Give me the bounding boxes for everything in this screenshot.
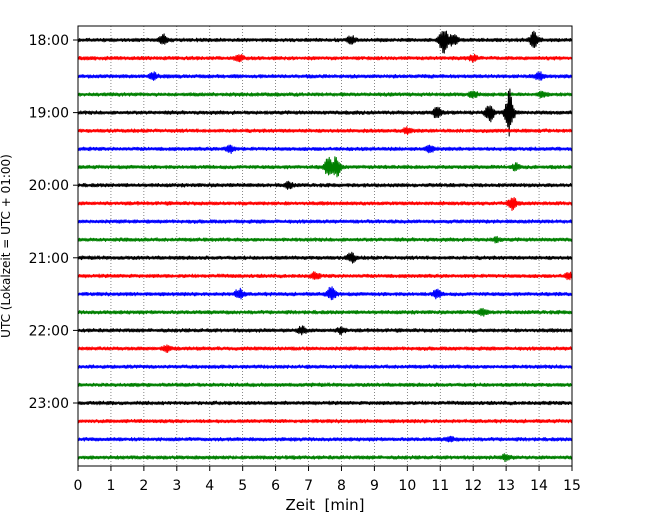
trace-2215 [77, 344, 573, 354]
trace-2030 [77, 219, 573, 224]
x-tick-label: 6 [271, 478, 280, 494]
trace-1815 [77, 53, 573, 63]
x-axis-label: Zeit [min] [285, 496, 364, 514]
trace-2300 [77, 400, 573, 406]
y-tick-label: 22:00 [29, 323, 69, 339]
x-tick-label: 0 [74, 478, 83, 494]
x-tick-label: 1 [106, 478, 115, 494]
trace-2115 [77, 271, 573, 281]
trace-1830 [77, 71, 573, 81]
x-tick-label: 7 [304, 478, 313, 494]
y-axis-ticks: 18:00 19:00 20:00 21:00 22:00 23:00 [29, 33, 78, 412]
x-tick-label: 11 [431, 478, 449, 494]
y-tick-label: 23:00 [29, 396, 69, 412]
trace-2230 [77, 364, 573, 370]
trace-1845 [77, 90, 573, 99]
x-tick-label: 3 [172, 478, 181, 494]
x-tick-label: 14 [530, 478, 548, 494]
trace-1930 [77, 144, 573, 155]
y-tick-label: 19:00 [29, 106, 69, 122]
trace-1900 [77, 88, 573, 137]
trace-2330 [77, 435, 573, 443]
trace-2015 [77, 197, 573, 212]
seismic-traces [77, 30, 573, 463]
plot-frame [77, 25, 573, 467]
y-tick-label: 18:00 [29, 33, 69, 49]
x-tick-label: 12 [464, 478, 482, 494]
x-tick-label: 13 [497, 478, 515, 494]
y-tick-label: 20:00 [29, 178, 69, 194]
vertical-gridlines [110, 26, 540, 466]
trace-2315 [77, 418, 573, 424]
x-tick-label: 9 [370, 478, 379, 494]
x-tick-label: 2 [139, 478, 148, 494]
trace-2045 [77, 235, 573, 244]
trace-2345 [77, 453, 573, 463]
trace-2130 [77, 286, 573, 301]
x-tick-label: 8 [337, 478, 346, 494]
trace-1915 [77, 126, 573, 136]
y-axis-label: UTC (Lokalzeit = UTC + 01:00) [0, 154, 13, 338]
trace-2245 [77, 382, 573, 388]
y-tick-label: 21:00 [29, 251, 69, 267]
x-tick-label: 10 [398, 478, 416, 494]
trace-2100 [77, 251, 573, 264]
x-tick-label: 5 [238, 478, 247, 494]
trace-2145 [77, 307, 573, 317]
trace-1945 [77, 156, 573, 178]
trace-2000 [77, 180, 573, 190]
x-tick-label: 4 [205, 478, 214, 494]
x-axis-ticks: 0 1 2 3 4 5 6 7 8 9 10 11 12 13 14 15 [74, 466, 581, 494]
x-tick-label: 15 [563, 478, 581, 494]
trace-2200 [77, 325, 573, 336]
trace-1800 [77, 30, 573, 54]
